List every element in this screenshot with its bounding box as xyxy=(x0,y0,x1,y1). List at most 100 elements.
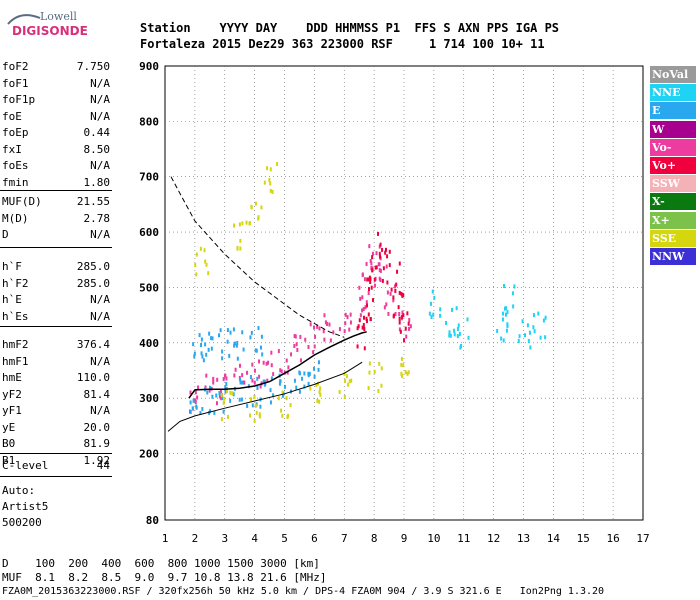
echo-mark xyxy=(285,358,288,363)
echo-mark xyxy=(260,205,263,210)
echo-mark xyxy=(390,287,393,292)
echo-mark xyxy=(213,410,216,415)
echo-mark xyxy=(316,398,319,403)
echo-mark xyxy=(346,315,349,320)
echo-mark xyxy=(270,363,273,368)
separator xyxy=(0,453,112,454)
echo-mark xyxy=(229,390,232,395)
echo-mark xyxy=(239,246,242,251)
x-tick-label: 11 xyxy=(457,532,470,545)
echo-mark xyxy=(385,302,388,307)
echo-mark xyxy=(246,370,249,375)
echo-mark xyxy=(256,376,259,381)
echo-mark xyxy=(229,398,232,403)
echo-mark xyxy=(240,397,243,402)
echo-mark xyxy=(194,390,197,395)
echo-mark xyxy=(253,380,256,385)
echo-mark xyxy=(233,343,236,348)
echo-mark xyxy=(392,313,395,318)
echo-mark xyxy=(260,334,263,339)
echo-mark xyxy=(375,265,378,270)
echo-mark xyxy=(458,332,461,337)
echo-mark xyxy=(270,376,273,381)
echo-mark xyxy=(192,398,195,403)
echo-mark xyxy=(312,366,315,371)
distance-row: D 100 200 400 600 800 1000 1500 3000 [km… xyxy=(2,557,320,570)
param-row: hmF2 376.4 xyxy=(2,338,110,352)
echo-mark xyxy=(253,394,256,399)
param-key: yE xyxy=(2,420,16,434)
echo-mark xyxy=(381,247,384,252)
echo-mark xyxy=(328,322,331,327)
echo-mark xyxy=(258,374,261,379)
echo-mark xyxy=(241,221,244,226)
echo-mark xyxy=(398,320,401,325)
echo-mark xyxy=(400,362,403,367)
param-value: 81.4 xyxy=(83,387,111,401)
echo-mark xyxy=(533,329,536,334)
echo-mark xyxy=(199,246,202,251)
echo-mark xyxy=(518,334,521,339)
echo-mark xyxy=(544,315,547,320)
echo-mark xyxy=(263,382,266,387)
legend-item-w: W xyxy=(650,120,696,138)
echo-mark xyxy=(192,342,195,347)
echo-mark xyxy=(323,313,326,318)
param-value: 20.0 xyxy=(83,420,111,434)
echo-mark xyxy=(191,406,194,411)
echo-mark xyxy=(208,385,211,390)
echo-mark xyxy=(371,268,374,273)
lower-trace-curve xyxy=(167,361,363,432)
echo-mark xyxy=(308,371,311,376)
param-row: foEp 0.44 xyxy=(2,126,110,140)
param-value: 0.44 xyxy=(83,126,111,139)
legend-item-x: X+ xyxy=(650,211,696,229)
echo-mark xyxy=(318,399,321,404)
echo-mark xyxy=(205,373,208,378)
echo-mark xyxy=(394,288,397,293)
echo-mark xyxy=(276,161,279,166)
param-value: N/A xyxy=(90,159,110,172)
echo-mark xyxy=(226,388,229,393)
y-tick-label: 300 xyxy=(139,392,159,405)
param-value: 1.92 xyxy=(83,453,111,467)
echo-mark xyxy=(299,334,302,339)
echo-mark xyxy=(317,360,320,365)
echo-mark xyxy=(218,333,221,338)
muf-dashed-curve xyxy=(170,176,345,338)
echo-mark xyxy=(215,393,218,398)
echo-mark xyxy=(404,326,407,331)
echo-mark xyxy=(204,259,207,264)
echo-mark xyxy=(272,393,275,398)
echo-mark xyxy=(248,413,251,418)
echo-mark xyxy=(362,307,365,312)
echo-mark xyxy=(502,338,505,343)
echo-mark xyxy=(224,389,227,394)
echo-mark xyxy=(505,312,508,317)
echo-mark xyxy=(365,300,368,305)
echo-mark xyxy=(222,409,225,414)
x-tick-label: 6 xyxy=(311,532,318,545)
lowell-digisonde-logo: Lowell DIGISONDE xyxy=(6,8,88,42)
echo-mark xyxy=(307,373,310,378)
echo-mark xyxy=(285,396,288,401)
echo-mark xyxy=(358,318,361,323)
echo-mark xyxy=(365,316,368,321)
echo-mark xyxy=(451,307,454,312)
echo-mark xyxy=(369,258,372,263)
echo-mark xyxy=(379,277,382,282)
echo-mark xyxy=(299,358,302,363)
echo-mark xyxy=(243,380,246,385)
echo-mark xyxy=(395,282,398,287)
echo-mark xyxy=(195,252,198,257)
param-value: 1.80 xyxy=(83,175,111,189)
echo-mark xyxy=(269,188,272,193)
param-row: fxI 8.50 xyxy=(2,143,110,157)
y-tick-label: 800 xyxy=(139,115,159,128)
echo-mark xyxy=(220,417,223,422)
echo-mark xyxy=(293,344,296,349)
echo-mark xyxy=(365,262,368,267)
echo-mark xyxy=(350,378,353,383)
echo-mark xyxy=(344,312,347,317)
legend-item-x: X- xyxy=(650,193,696,211)
